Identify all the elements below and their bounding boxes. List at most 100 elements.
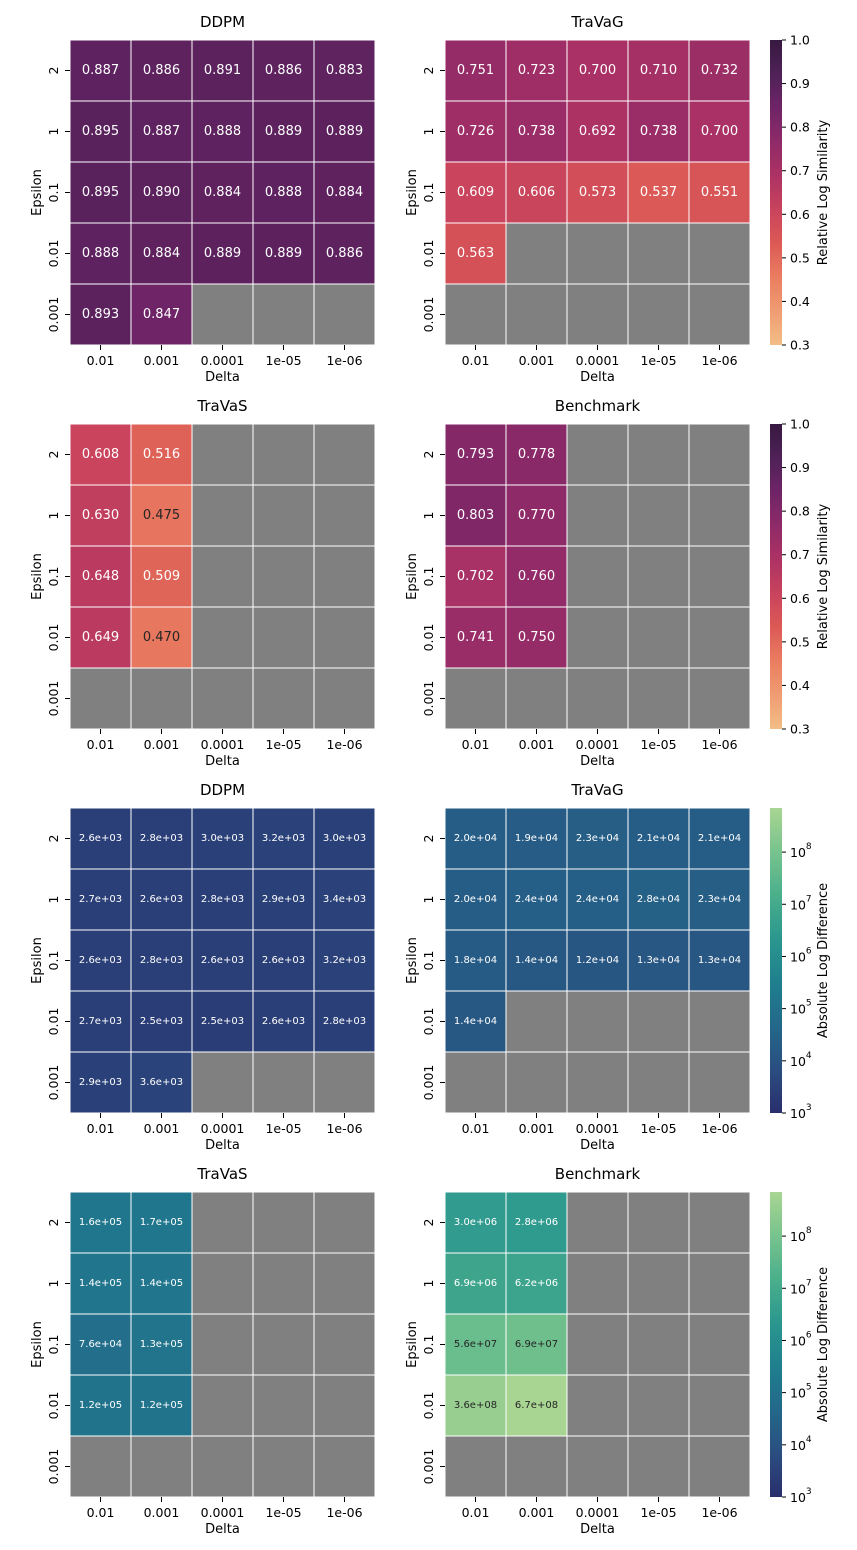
heatmap-cell: [191, 423, 254, 486]
cell-value-label: 0.630: [82, 508, 119, 523]
cell-value-label: 0.890: [143, 185, 180, 200]
heatmap-cell: [566, 990, 629, 1053]
y-tick-label: 1: [421, 896, 436, 904]
x-tick-label: 1e-05: [640, 353, 676, 368]
heatmap-cell: [505, 990, 568, 1053]
x-tick-label: 1e-06: [326, 1505, 362, 1520]
heatmap-cell: [313, 283, 376, 346]
cell-value-label: 2.9e+03: [79, 1077, 122, 1088]
colorbar-tick-label: 0.3: [790, 338, 810, 353]
cell-value-label: 0.516: [143, 447, 180, 462]
cell-value-label: 0.732: [701, 63, 738, 78]
heatmap-cell: [505, 545, 568, 608]
cell-value-label: 0.700: [579, 63, 616, 78]
heatmap-cell: [444, 161, 507, 224]
colorbar-tick-exponent: 4: [806, 1051, 812, 1061]
heatmap-cell: [313, 807, 376, 870]
heatmap-cell: [505, 100, 568, 163]
cell-value-label: 0.884: [204, 185, 241, 200]
colorbar-tick-exponent: 6: [806, 946, 812, 956]
cell-value-label: 1.9e+04: [515, 833, 558, 844]
heatmap-cell: [130, 667, 193, 730]
heatmap-cell: [130, 807, 193, 870]
heatmap-cell: [191, 1435, 254, 1498]
y-tick-label: 1: [46, 128, 61, 136]
cell-value-label: 0.889: [326, 124, 363, 139]
cell-value-label: 2.5e+03: [140, 1016, 183, 1027]
x-tick-label: 1e-06: [326, 1121, 362, 1136]
heatmap-cell: [627, 1252, 690, 1315]
y-tick-label: 1: [46, 896, 61, 904]
heatmap-cell: [566, 545, 629, 608]
cell-value-label: 0.702: [457, 569, 494, 584]
heatmap-cell: [566, 1191, 629, 1254]
x-axis-label: Delta: [580, 370, 615, 385]
y-tick-label: 0.1: [46, 183, 61, 203]
x-tick-label: 1e-05: [265, 353, 301, 368]
heatmap-cell: [505, 1313, 568, 1376]
cell-value-label: 2.8e+03: [140, 955, 183, 966]
x-tick-label: 0.01: [462, 1121, 490, 1136]
cell-value-label: 3.0e+03: [201, 833, 244, 844]
heatmap-cell: [566, 423, 629, 486]
cell-value-label: 1.3e+04: [698, 955, 741, 966]
heatmap-cell: [313, 606, 376, 669]
y-tick-label: 0.01: [46, 240, 61, 268]
heatmap-cell: [688, 990, 751, 1053]
cell-value-label: 1.7e+05: [140, 1217, 183, 1228]
cell-value-label: 2.6e+03: [262, 955, 305, 966]
colorbar-tick-label: 103: [790, 1103, 812, 1121]
y-tick-label: 0.01: [46, 624, 61, 652]
heatmap-cell: [313, 1191, 376, 1254]
y-axis-label: Epsilon: [405, 553, 420, 600]
colorbar-tick-label: 0.7: [790, 163, 810, 178]
y-tick-label: 0.01: [421, 624, 436, 652]
cell-value-label: 0.778: [518, 447, 555, 462]
cell-value-label: 0.889: [265, 246, 302, 261]
cell-value-label: 0.770: [518, 508, 555, 523]
cell-value-label: 1.8e+04: [454, 955, 497, 966]
heatmap-cell: [130, 1191, 193, 1254]
heatmap-cell: [130, 1435, 193, 1498]
panel-title: TraVaS: [196, 397, 247, 415]
x-tick-label: 1e-06: [701, 353, 737, 368]
colorbar-tick-exponent: 7: [806, 894, 812, 904]
colorbar-tick-exponent: 5: [806, 999, 812, 1009]
heatmap-cell: [130, 990, 193, 1053]
heatmap-cell: [191, 807, 254, 870]
y-tick-label: 0.1: [46, 567, 61, 587]
heatmap-cell: [444, 100, 507, 163]
heatmap-cell: [313, 1374, 376, 1437]
heatmap-cell: [69, 1252, 132, 1315]
cell-value-label: 2.8e+03: [323, 1016, 366, 1027]
x-tick-label: 0.001: [519, 1505, 555, 1520]
cell-value-label: 2.8e+04: [637, 894, 680, 905]
heatmap-cell: [313, 100, 376, 163]
panel-title: Benchmark: [555, 1165, 641, 1183]
cell-value-label: 0.692: [579, 124, 616, 139]
cell-value-label: 0.648: [82, 569, 119, 584]
x-tick-label: 1e-06: [326, 737, 362, 752]
colorbar-label: Relative Log Similarity: [816, 120, 831, 266]
cell-value-label: 0.793: [457, 447, 494, 462]
x-tick-label: 0.01: [87, 1505, 115, 1520]
colorbar-tick-exponent: 8: [806, 1226, 812, 1236]
heatmap-cell: [688, 1435, 751, 1498]
heatmap-cell: [627, 807, 690, 870]
heatmap-cell: [627, 868, 690, 931]
heatmap-cell: [688, 545, 751, 608]
y-tick-label: 0.001: [46, 1065, 61, 1101]
cell-value-label: 0.738: [640, 124, 677, 139]
y-axis-label: Epsilon: [405, 1321, 420, 1368]
heatmap-cell: [130, 222, 193, 285]
x-tick-label: 0.001: [144, 1505, 180, 1520]
cell-value-label: 0.888: [265, 185, 302, 200]
heatmap-cell: [688, 161, 751, 224]
heatmap-cell: [566, 39, 629, 102]
cell-value-label: 0.723: [518, 63, 555, 78]
cell-value-label: 0.700: [701, 124, 738, 139]
heatmap-cell: [505, 606, 568, 669]
heatmap-cell: [444, 283, 507, 346]
heatmap-cell: [191, 39, 254, 102]
